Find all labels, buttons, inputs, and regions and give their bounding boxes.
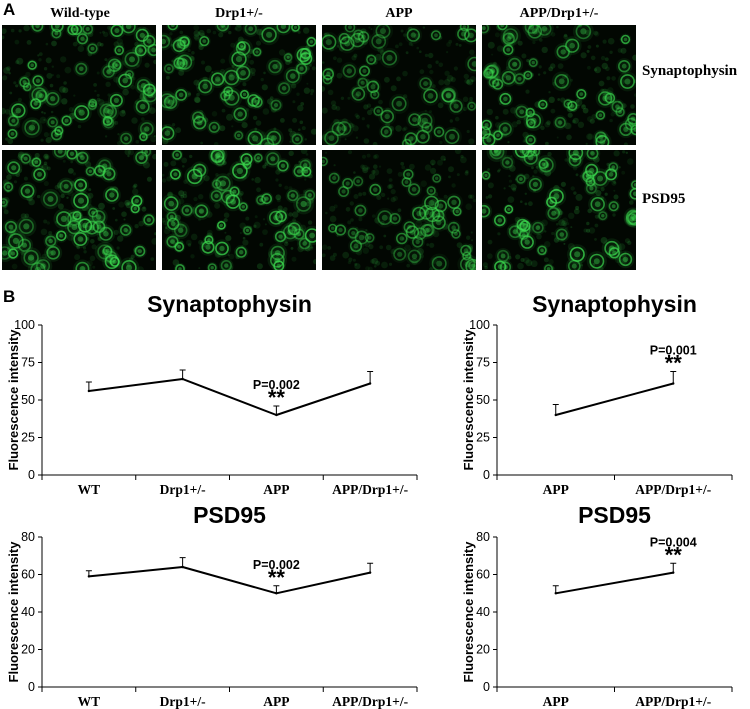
series-line xyxy=(88,566,371,595)
column-header-wild-type: Wild-type xyxy=(50,6,110,21)
x-category-label-app-drp1: APP/Drp1+/- xyxy=(332,482,408,497)
error-bar-app-drp1 xyxy=(367,562,374,573)
error-bar-drp1 xyxy=(179,557,186,567)
x-category-label-wt: WT xyxy=(78,482,101,497)
significance-stars: ** xyxy=(665,351,683,376)
row-label-psd95: PSD95 xyxy=(642,191,686,207)
x-category-label-app-drp1: APP/Drp1+/- xyxy=(635,694,711,709)
chart-synaptophysin-app-vs-app-drp1: Synaptophysin Fluorescence intensity 0 25 50… xyxy=(455,290,745,497)
y-axis-title: Fluorescence intensity xyxy=(6,541,21,683)
chart-title: PSD95 xyxy=(578,502,651,528)
p-value-label: P=0.001 xyxy=(650,344,697,358)
p-value-label: P=0.002 xyxy=(253,378,300,392)
y-tick-label: 75 xyxy=(21,356,35,370)
column-header-drp1: Drp1+/- xyxy=(215,6,263,21)
y-tick-label: 100 xyxy=(14,318,35,332)
y-tick-label: 0 xyxy=(483,680,490,694)
y-tick-label: 80 xyxy=(21,530,35,544)
column-header-app: APP xyxy=(385,6,413,21)
y-tick-label: 40 xyxy=(21,605,35,619)
data-point-drp1 xyxy=(181,565,184,569)
error-bar-app-drp1 xyxy=(670,371,677,384)
data-point-app-drp1 xyxy=(368,571,372,574)
chart-svg: Synaptophysin Fluorescence intensity 0 25 50… xyxy=(6,291,418,497)
series-line xyxy=(555,382,674,416)
chart-svg: PSD95 Fluorescence intensity 0 20 40 60 80 WT Dr… xyxy=(6,502,418,709)
data-point-app-drp1 xyxy=(672,382,675,385)
x-category-label-app: APP xyxy=(543,694,569,709)
y-tick-label: 50 xyxy=(21,393,35,407)
y-tick-label: 50 xyxy=(476,393,490,407)
chart-title: Synaptophysin xyxy=(147,291,312,317)
micrograph-psd95-app-drp1 xyxy=(482,150,636,270)
micrograph-synaptophysin-drp1 xyxy=(162,25,316,145)
error-bar-app-drp1 xyxy=(670,562,677,573)
chart-psd95-all-groups: PSD95 Fluorescence intensity 0 20 40 60 80 WT Dr… xyxy=(0,502,445,709)
y-axis-title: Fluorescence intensity xyxy=(6,329,21,471)
series-line xyxy=(555,571,674,595)
error-bar-app-drp1 xyxy=(367,371,374,384)
chart-psd95-app-vs-app-drp1: PSD95 Fluorescence intensity 0 20 40 60 80 APP A… xyxy=(455,502,745,709)
error-bar-app xyxy=(552,404,559,415)
data-point-app xyxy=(275,413,278,417)
y-tick-label: 75 xyxy=(476,356,490,370)
y-tick-label: 25 xyxy=(476,431,490,445)
chart-title: PSD95 xyxy=(193,502,266,528)
column-header-app-drp1: APP/Drp1+/- xyxy=(519,6,599,21)
panel-b-letter: B xyxy=(3,287,16,306)
y-axis-title: Fluorescence intensity xyxy=(461,541,476,683)
x-category-label-wt: WT xyxy=(78,694,101,709)
micrograph-synaptophysin-wild-type xyxy=(2,25,156,145)
y-tick-label: 40 xyxy=(476,605,490,619)
y-axis-title: Fluorescence intensity xyxy=(461,329,476,471)
x-category-label-app-drp1: APP/Drp1+/- xyxy=(332,694,408,709)
x-category-label-app: APP xyxy=(263,694,289,709)
data-point-app xyxy=(275,592,278,595)
y-tick-label: 60 xyxy=(21,568,35,582)
x-category-label-app: APP xyxy=(543,482,569,497)
data-point-app xyxy=(554,413,557,417)
data-point-app xyxy=(554,592,557,595)
error-bar-app xyxy=(273,405,280,415)
series-line xyxy=(88,378,371,416)
chart-svg: Synaptophysin Fluorescence intensity 0 25 50… xyxy=(461,291,733,497)
data-point-app-drp1 xyxy=(672,571,675,574)
y-tick-label: 100 xyxy=(469,318,490,332)
y-tick-label: 20 xyxy=(476,643,490,657)
error-bar-app xyxy=(552,585,559,594)
micrograph-synaptophysin-app xyxy=(322,25,476,145)
chart-svg: PSD95 Fluorescence intensity 0 20 40 60 80 APP A… xyxy=(461,502,733,709)
y-tick-label: 0 xyxy=(483,468,490,482)
panel-a-letter: A xyxy=(3,0,16,19)
x-category-label-app-drp1: APP/Drp1+/- xyxy=(635,482,711,497)
y-tick-label: 25 xyxy=(21,431,35,445)
x-category-label-app: APP xyxy=(263,482,289,497)
chart-title: Synaptophysin xyxy=(532,291,697,317)
y-tick-label: 0 xyxy=(28,468,35,482)
significance-stars: ** xyxy=(268,565,286,590)
p-value-label: P=0.002 xyxy=(253,558,300,572)
x-category-label-drp1: Drp1+/- xyxy=(160,694,206,709)
data-point-drp1 xyxy=(181,377,184,381)
micrograph-synaptophysin-app-drp1 xyxy=(482,25,636,145)
micrograph-psd95-app xyxy=(322,150,476,270)
data-point-wt xyxy=(87,389,91,393)
data-point-app-drp1 xyxy=(368,382,372,385)
y-tick-label: 0 xyxy=(28,680,35,694)
significance-stars: ** xyxy=(268,385,286,410)
micrograph-psd95-drp1 xyxy=(162,150,316,270)
p-value-label: P=0.004 xyxy=(650,535,697,549)
significance-stars: ** xyxy=(665,542,683,567)
y-tick-label: 20 xyxy=(21,643,35,657)
chart-synaptophysin-all-groups: Synaptophysin Fluorescence intensity 0 25 50… xyxy=(0,290,445,497)
micrograph-psd95-wild-type xyxy=(2,150,156,270)
error-bar-drp1 xyxy=(179,369,186,379)
y-tick-label: 80 xyxy=(476,530,490,544)
x-category-label-drp1: Drp1+/- xyxy=(160,482,206,497)
data-point-wt xyxy=(87,575,91,578)
error-bar-app xyxy=(273,585,280,594)
row-label-synaptophysin: Synaptophysin xyxy=(642,63,738,79)
y-tick-label: 60 xyxy=(476,568,490,582)
error-bar-wt xyxy=(85,381,92,391)
